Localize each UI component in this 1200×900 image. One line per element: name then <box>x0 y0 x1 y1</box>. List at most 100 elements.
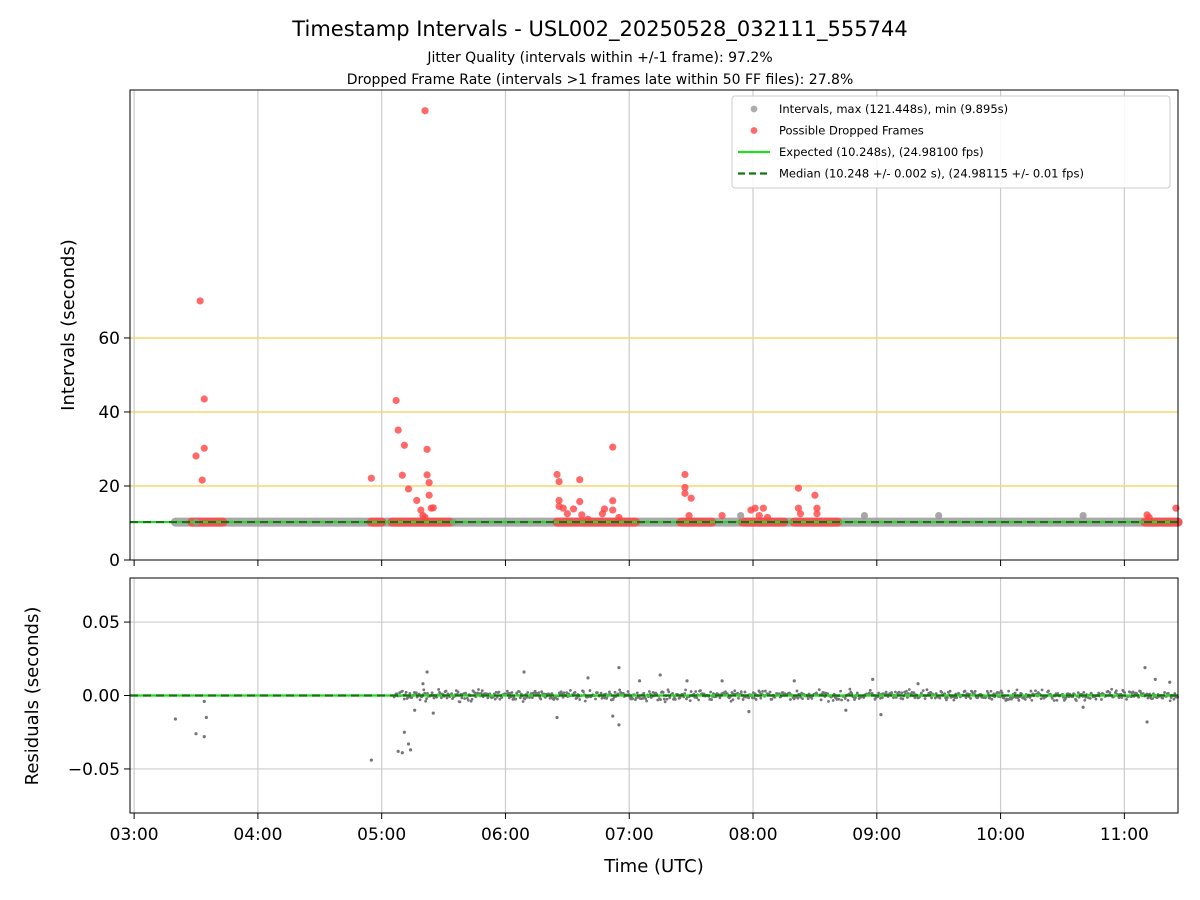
residual-dense-point <box>969 696 972 700</box>
residual-point <box>1145 720 1149 724</box>
dropped-frame-point <box>198 476 206 484</box>
residual-dense-point <box>997 691 1001 695</box>
residual-dense-point <box>497 690 501 694</box>
residual-dense-point <box>1161 696 1165 700</box>
x-tick-label: 04:00 <box>233 825 282 845</box>
residual-point <box>844 708 848 712</box>
interval-point <box>737 511 745 520</box>
residual-dense-point <box>430 691 434 695</box>
dropped-frame-point <box>413 496 421 505</box>
residual-dense-point <box>919 691 923 695</box>
interval-point <box>935 511 943 520</box>
residual-dense-point <box>493 697 497 701</box>
dropped-frame-point <box>423 471 431 479</box>
dropped-frame-point <box>794 484 803 492</box>
residual-dense-point <box>913 696 917 700</box>
residual-dense-point <box>582 690 585 694</box>
dropped-frame-point <box>811 491 819 499</box>
dropped-frame-point <box>600 505 609 513</box>
residual-dense-point <box>759 696 763 700</box>
residual-dense-point <box>850 691 854 695</box>
residual-dense-point <box>796 696 800 700</box>
residual-dense-point <box>831 698 835 702</box>
dropped-frame-point <box>681 483 689 492</box>
residual-dense-point <box>533 689 537 693</box>
residual-dense-point <box>697 698 700 702</box>
residual-dense-point <box>770 697 774 701</box>
residual-dense-point <box>764 689 767 693</box>
residual-dense-point <box>731 698 735 702</box>
residual-dense-point <box>518 696 522 700</box>
residual-dense-point <box>948 689 952 693</box>
residual-dense-point <box>605 696 609 700</box>
residual-dense-point <box>1168 699 1172 703</box>
residual-dense-point <box>754 698 758 701</box>
residual-dense-point <box>747 696 751 700</box>
dropped-frame-point <box>578 511 586 519</box>
residual-dense-point <box>437 688 441 691</box>
dropped-frame-point <box>763 513 772 522</box>
residual-point <box>369 758 373 762</box>
x-tick-label: 05:00 <box>357 825 406 845</box>
residual-dense-point <box>901 697 905 701</box>
residual-dense-point <box>846 698 850 702</box>
residual-dense-point <box>867 691 871 695</box>
residual-dense-point <box>562 691 566 695</box>
residual-dense-point <box>1039 697 1043 701</box>
residual-point <box>421 682 425 686</box>
dropped-frame-point <box>555 496 563 505</box>
residual-point <box>204 715 208 720</box>
residual-dense-point <box>989 689 993 693</box>
residual-dense-point <box>537 691 541 695</box>
residual-dense-point <box>573 691 577 694</box>
residual-dense-point <box>1125 697 1128 701</box>
intervals-panel: 0 20 40 60 Intervals (seconds) Intervals, m… <box>58 89 1183 571</box>
residual-point <box>522 670 526 674</box>
residual-dense-point <box>423 691 427 695</box>
residual-point <box>916 682 920 686</box>
residual-dense-point <box>684 688 687 692</box>
residual-dense-point <box>855 691 859 695</box>
residual-dense-point <box>840 698 843 702</box>
residual-dense-point <box>456 690 460 694</box>
dropped-frame-point <box>367 474 375 482</box>
residual-dense-point <box>817 688 821 692</box>
residual-dense-point <box>890 691 894 694</box>
residual-point <box>792 679 796 683</box>
residual-point <box>658 673 662 677</box>
dropped-frame-point <box>398 471 406 479</box>
residual-dense-point <box>940 690 944 694</box>
residual-point <box>431 711 435 715</box>
residual-dense-point <box>1040 688 1044 692</box>
residual-dense-point <box>699 689 702 692</box>
residual-dense-point <box>854 696 857 700</box>
residual-dense-point <box>929 690 933 694</box>
residual-point <box>173 717 177 721</box>
residual-dense-point <box>900 691 904 695</box>
chart-subtitle-line-1: Jitter Quality (intervals within +/-1 fr… <box>426 50 772 66</box>
residual-dense-point <box>795 689 799 693</box>
residual-dense-point <box>1029 689 1033 693</box>
residuals-x-ticks: 03:00 04:00 05:00 06:00 07:00 08:00 09:00 10:00… <box>110 813 1149 845</box>
residual-dense-point <box>923 697 927 700</box>
residual-dense-point <box>1088 697 1092 700</box>
residual-dense-point <box>1137 695 1140 699</box>
intervals-y-tick-label: 0 <box>109 551 120 571</box>
dropped-frame-point <box>681 489 689 497</box>
residual-dense-point <box>945 698 948 702</box>
residual-dense-point <box>837 697 841 701</box>
residual-point <box>413 708 417 712</box>
residual-dense-point <box>848 687 852 691</box>
residual-dense-point <box>618 688 622 692</box>
dropped-frame-point <box>429 504 437 512</box>
dropped-frame-point <box>394 426 402 434</box>
residual-dense-point <box>408 691 412 695</box>
residual-dense-point <box>517 690 521 694</box>
residual-dense-point <box>862 696 866 699</box>
residual-dense-point <box>1094 697 1098 701</box>
residual-dense-point <box>741 698 745 701</box>
residual-dense-point <box>986 691 990 695</box>
residual-dense-point <box>826 692 830 696</box>
residual-point <box>1153 677 1157 681</box>
residual-dense-point <box>608 690 611 694</box>
